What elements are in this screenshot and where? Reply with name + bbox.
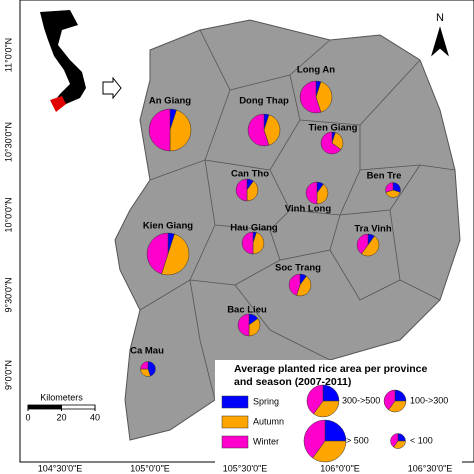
longitude-label: 105°30'0"E [223, 463, 268, 473]
province-label: Can Tho [231, 169, 269, 180]
pie-slice [356, 233, 369, 255]
pie-slice [148, 108, 171, 152]
scale-tick-label: 40 [90, 412, 100, 422]
pie-slice [263, 114, 281, 146]
province-label: Tien Giang [309, 123, 358, 134]
latitude-label: 10°30'0"N [3, 122, 13, 162]
province-label: Vinh Long [285, 204, 331, 215]
north-arrow [431, 26, 449, 57]
province-label: An Giang [149, 96, 191, 107]
legend-pie-slice [306, 384, 324, 415]
legend-pie-slice [312, 440, 347, 463]
longitude-label: 104°30'0"E [38, 463, 83, 473]
legend-label: Winter [253, 436, 279, 446]
pie-slice [385, 189, 401, 198]
province-label: Bac Lieu [227, 305, 267, 316]
pie-slice [320, 131, 342, 155]
province-label: Long An [297, 65, 335, 76]
pie-slice [235, 178, 248, 202]
inset-highlight [50, 96, 66, 112]
size-class-label: < 100 [410, 435, 433, 445]
province-label: Dong Thap [239, 96, 289, 107]
pie-slice [146, 232, 169, 275]
inset-arrow [102, 76, 122, 100]
province-label: Ca Mau [130, 346, 164, 357]
province-label: Soc Trang [275, 263, 321, 274]
legend-swatch [221, 435, 249, 449]
pie-slice [361, 235, 380, 257]
legend-pie-slice [303, 419, 326, 459]
pie-slice [299, 80, 322, 114]
pie-slice [288, 273, 301, 296]
pie-slice [169, 109, 192, 152]
pie-slice [252, 232, 265, 255]
legend-label: Spring [253, 396, 279, 406]
province-label: Hau Giang [230, 223, 278, 234]
pie-slice [241, 231, 254, 255]
scale-bar-fill [28, 405, 62, 409]
size-class-label: 300->500 [342, 395, 380, 405]
pie-slice [237, 313, 250, 337]
pie-slice [147, 361, 156, 377]
legend-pie-slice [313, 400, 340, 418]
latitude-label: 9°30'0"N [3, 277, 13, 312]
scale-tick-label: 0 [25, 412, 30, 422]
size-class-label: > 500 [346, 435, 369, 445]
scale-tick-label: 20 [56, 412, 66, 422]
pie-slice [246, 180, 259, 202]
pie-slice [140, 361, 149, 370]
longitude-label: 106°30'0"E [408, 463, 453, 473]
legend-pie-slice [324, 419, 347, 442]
latitude-label: 10°0'0"N [3, 197, 13, 232]
longitude-label: 105°0'0"E [130, 463, 170, 473]
pie-slice [316, 183, 329, 205]
longitude-label: 106°0'0"E [320, 463, 360, 473]
legend-swatch [221, 415, 249, 429]
pie-slice [161, 233, 190, 276]
legend-swatch [221, 395, 249, 409]
province-label: Ben Tre [367, 171, 402, 182]
legend-title: and season (2007-2011) [234, 376, 351, 388]
legend-pie-slice [388, 400, 407, 413]
legend-pie-slice [390, 433, 399, 448]
north-label: N [436, 12, 444, 24]
province-label: Kien Giang [143, 221, 193, 232]
latitude-label: 11°0'0"N [3, 38, 13, 72]
pie-slice [385, 182, 394, 193]
latitude-label: 9°0'0"N [3, 360, 13, 390]
vietnam-inset [40, 10, 86, 110]
pie-slice [247, 113, 270, 147]
legend-label: Autumn [253, 416, 284, 426]
legend-title: Average planted rice area per province [234, 363, 428, 375]
size-class-label: 100->300 [410, 395, 448, 405]
scale-label: Kilometers [40, 392, 83, 402]
pie-slice [296, 275, 312, 297]
province-borders [139, 29, 456, 401]
legend-pie-slice [383, 389, 396, 411]
pie-slice [315, 81, 333, 113]
pie-slice [305, 181, 318, 205]
pie-slice [248, 318, 261, 337]
province-label: Tra Vinh [354, 224, 392, 235]
